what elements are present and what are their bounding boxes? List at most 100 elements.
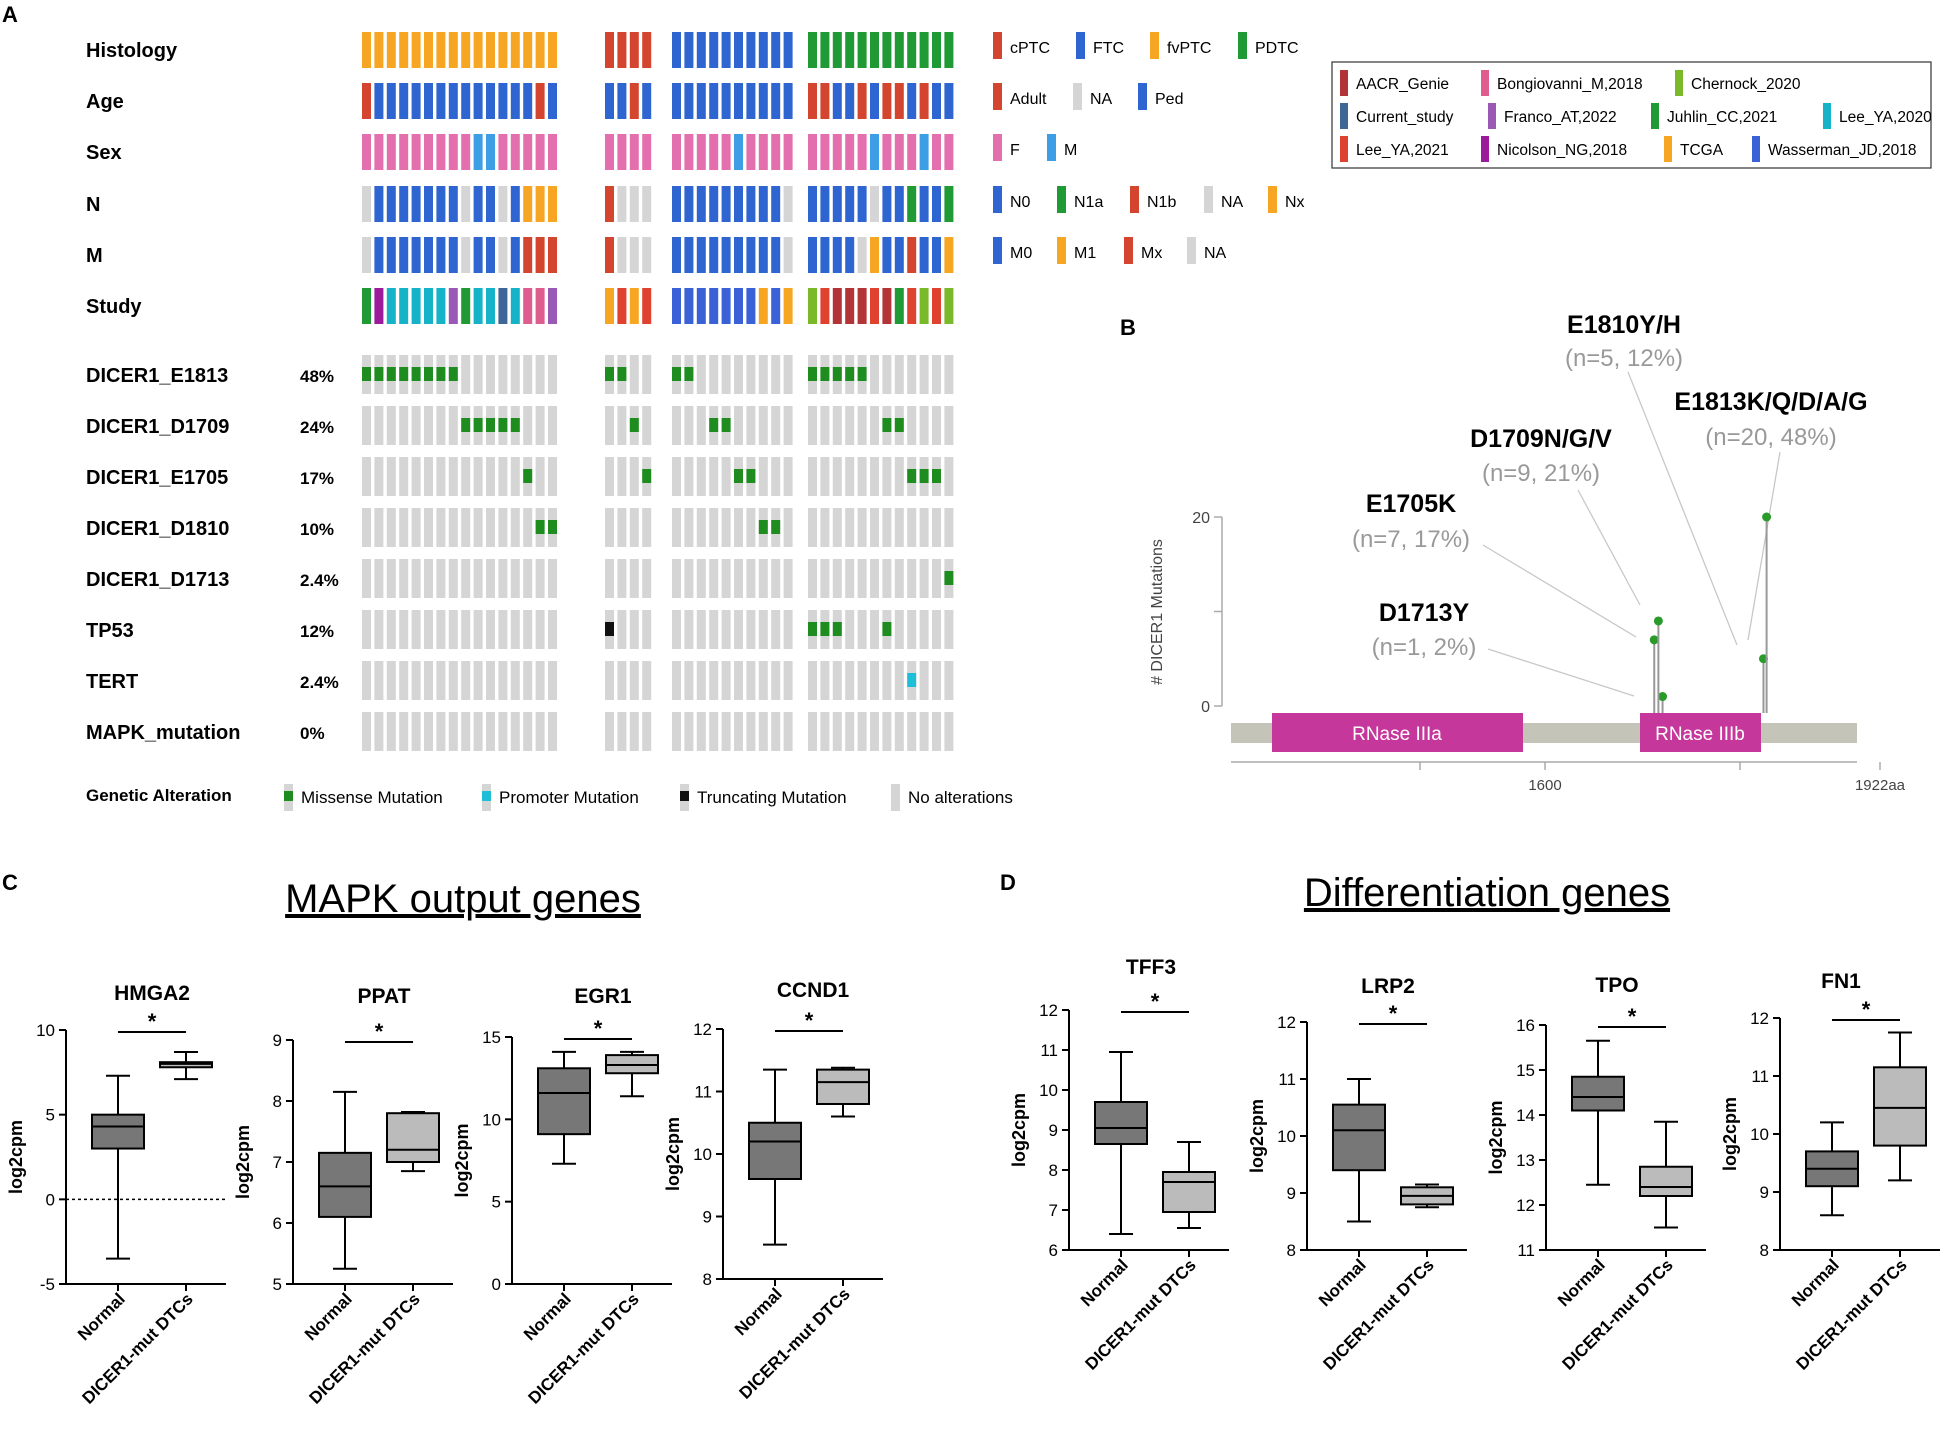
oncoprint-cell	[535, 661, 545, 700]
oncoprint-cell	[696, 406, 706, 445]
oncoprint-cell	[617, 406, 627, 445]
boxplot-title: FN1	[1821, 970, 1861, 993]
clinical-cell	[684, 186, 694, 222]
clinical-cell	[721, 237, 731, 273]
clinical-cell	[721, 32, 731, 68]
oncoprint-cell	[919, 661, 929, 700]
clinical-cell	[808, 32, 817, 68]
oncoprint-cell	[894, 559, 904, 598]
oncoprint-cell	[510, 457, 520, 496]
legend-swatch	[891, 784, 900, 811]
oncoprint-cell	[642, 508, 652, 547]
clinical-cell	[758, 288, 768, 324]
oncoprint-cell	[461, 559, 471, 598]
oncoprint-cell	[374, 559, 384, 598]
clinical-cell	[436, 186, 446, 222]
clinical-cell	[424, 288, 433, 324]
oncoprint-cell	[642, 406, 652, 445]
clinical-cell	[386, 134, 396, 170]
clinical-cell	[486, 237, 495, 273]
oncoprint-cell	[721, 610, 731, 649]
oncoprint-cell	[882, 712, 892, 751]
clinical-cell	[696, 134, 706, 170]
clinical-cell	[696, 186, 706, 222]
alteration-mark	[808, 367, 817, 381]
oncoprint-cell	[845, 610, 855, 649]
alteration-mark	[944, 571, 954, 585]
clinical-cell	[907, 134, 917, 170]
boxplot-y-tick-label: 9	[1287, 1184, 1296, 1203]
oncoprint-cell	[932, 559, 941, 598]
oncoprint-cell	[498, 559, 508, 598]
clinical-cell	[944, 288, 954, 324]
clinical-cell	[535, 186, 545, 222]
oncoprint-cell	[870, 559, 879, 598]
oncoprint-cell	[771, 610, 781, 649]
oncoprint-cell	[424, 661, 433, 700]
oncoprint-cell	[808, 559, 817, 598]
gene-label: TP53	[86, 620, 134, 642]
significance-star: *	[1862, 997, 1871, 1022]
mutation-detail: (n=20, 48%)	[1705, 424, 1836, 451]
oncoprint-cell	[944, 610, 954, 649]
oncoprint-cell	[374, 508, 384, 547]
clinical-cell	[498, 83, 508, 119]
track-label: N	[86, 194, 100, 216]
oncoprint-cell	[857, 712, 867, 751]
alteration-mark	[436, 367, 446, 381]
clinical-cell	[448, 83, 458, 119]
alteration-mark	[498, 418, 508, 432]
mutation-name: D1713Y	[1379, 599, 1470, 627]
oncoprint-cell	[510, 661, 520, 700]
oncoprint-cell	[399, 610, 409, 649]
clinical-cell	[642, 32, 652, 68]
genetic-alteration-legend-title: Genetic Alteration	[86, 786, 232, 805]
oncoprint-cell	[870, 610, 879, 649]
oncoprint-cell	[411, 661, 421, 700]
oncoprint-cell	[746, 661, 756, 700]
clinical-cell	[734, 186, 743, 222]
oncoprint-cell	[857, 610, 867, 649]
oncoprint-cell	[709, 457, 719, 496]
oncoprint-cell	[734, 610, 743, 649]
clinical-cell	[486, 134, 495, 170]
clinical-cell	[894, 32, 904, 68]
oncoprint-cell	[486, 457, 495, 496]
mutation-detail: (n=1, 2%)	[1372, 634, 1477, 661]
oncoprint-cell	[605, 661, 614, 700]
oncoprint-cell	[944, 355, 954, 394]
oncoprint-cell	[411, 610, 421, 649]
oncoprint-cell	[448, 508, 458, 547]
clinical-cell	[709, 134, 719, 170]
oncoprint-cell	[510, 355, 520, 394]
oncoprint-cell	[771, 355, 781, 394]
boxplot-y-axis-label: log2cpm	[1486, 1100, 1506, 1174]
track-legend-label: M	[1064, 142, 1077, 159]
clinical-cell	[932, 186, 941, 222]
study-legend-label: Franco_AT,2022	[1504, 109, 1617, 126]
boxplot-group-label: Normal	[520, 1289, 575, 1344]
clinical-cell	[424, 134, 433, 170]
oncoprint-cell	[629, 508, 639, 547]
oncoprint-cell	[845, 661, 855, 700]
track-label: Histology	[86, 40, 178, 62]
oncoprint-cell	[486, 355, 495, 394]
clinical-cell	[944, 237, 954, 273]
oncoprint-cell	[424, 457, 433, 496]
clinical-cell	[374, 237, 384, 273]
oncoprint-cell	[746, 355, 756, 394]
oncoprint-cell	[870, 508, 879, 547]
oncoprint-cell	[783, 559, 793, 598]
mutation-detail: (n=5, 12%)	[1565, 345, 1683, 372]
oncoprint-cell	[436, 457, 446, 496]
clinical-cell	[535, 83, 545, 119]
oncoprint-cell	[709, 508, 719, 547]
clinical-cell	[362, 134, 371, 170]
alteration-mark	[448, 367, 458, 381]
clinical-cell	[617, 83, 627, 119]
clinical-cell	[510, 186, 520, 222]
gene-percent: 2.4%	[300, 571, 339, 590]
track-legend-label: NA	[1204, 245, 1227, 262]
boxplot-box	[1162, 1171, 1216, 1213]
